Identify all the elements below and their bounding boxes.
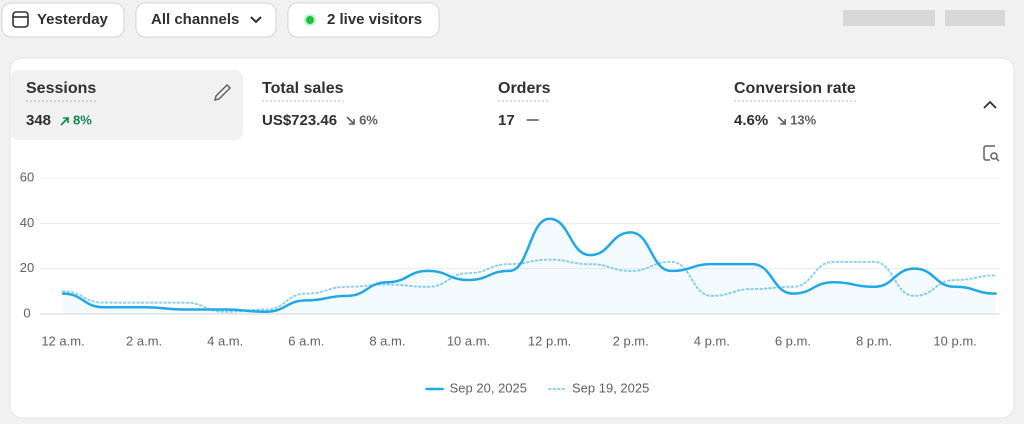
metric-label: Sessions xyxy=(26,80,96,97)
metric-label: Conversion rate xyxy=(734,80,856,97)
inspect-icon[interactable] xyxy=(983,145,1000,162)
x-tick-label: 4 p.m. xyxy=(694,333,730,348)
x-tick-label: 12 a.m. xyxy=(41,333,84,348)
legend-label: Sep 19, 2025 xyxy=(572,380,649,395)
edit-icon[interactable] xyxy=(213,83,232,102)
metric-change: 8% xyxy=(73,112,92,127)
x-tick-label: 4 a.m. xyxy=(207,333,243,348)
trend-arrow xyxy=(346,116,355,125)
legend-item: Sep 20, 2025 xyxy=(425,380,527,395)
y-tick-label: 20 xyxy=(20,260,34,275)
x-tick-label: 6 a.m. xyxy=(288,333,324,348)
live-label: 2 live visitors xyxy=(327,11,422,28)
x-tick-label: 8 p.m. xyxy=(856,333,892,348)
date-button[interactable]: Yesterday xyxy=(1,2,125,38)
x-tick-label: 2 a.m. xyxy=(126,333,162,348)
date-label: Yesterday xyxy=(37,11,109,28)
area xyxy=(63,218,996,314)
card xyxy=(9,57,1015,419)
legend-item: Sep 19, 2025 xyxy=(548,380,649,395)
line xyxy=(62,258,997,313)
metric-change: 13% xyxy=(790,112,816,127)
channels-label: All channels xyxy=(151,11,239,28)
metric-value: 4.6% xyxy=(734,112,768,129)
redacted xyxy=(843,10,1005,26)
metric-change: 6% xyxy=(359,112,378,127)
x-tick-label: 10 a.m. xyxy=(447,333,490,348)
trend-arrow xyxy=(777,116,787,125)
metric-label: Total sales xyxy=(262,80,344,97)
x-tick-label: 12 p.m. xyxy=(528,333,571,348)
metric-label: Orders xyxy=(498,80,551,97)
x-tick-label: 8 a.m. xyxy=(369,333,405,348)
y-tick-label: 60 xyxy=(20,169,34,184)
metric-value: US$723.46 xyxy=(262,112,337,129)
metric-value: 17 xyxy=(498,112,515,129)
live-button[interactable]: 2 live visitors xyxy=(287,2,440,38)
x-tick-label: 10 p.m. xyxy=(933,333,976,348)
x-tick-label: 6 p.m. xyxy=(775,333,811,348)
channels-button[interactable]: All channels xyxy=(135,2,277,38)
y-tick-label: 0 xyxy=(23,305,30,320)
metric-value: 348 xyxy=(26,112,51,129)
x-tick-label: 2 p.m. xyxy=(613,333,649,348)
line xyxy=(61,217,997,313)
legend-label: Sep 20, 2025 xyxy=(450,380,527,395)
y-tick-label: 40 xyxy=(20,215,34,230)
collapse-icon[interactable] xyxy=(983,100,997,109)
trend-arrow xyxy=(60,117,69,126)
